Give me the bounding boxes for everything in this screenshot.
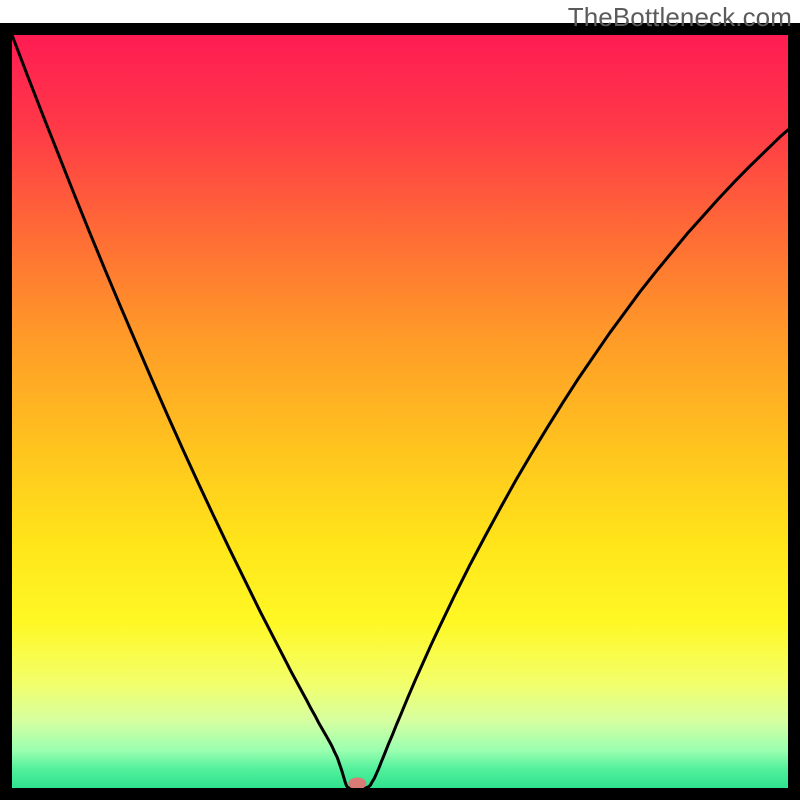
chart-container: TheBottleneck.com — [0, 0, 800, 800]
bottleneck-chart — [0, 0, 800, 800]
optimal-point-marker — [348, 777, 366, 789]
gradient-background — [12, 35, 788, 788]
watermark-label: TheBottleneck.com — [568, 2, 792, 33]
